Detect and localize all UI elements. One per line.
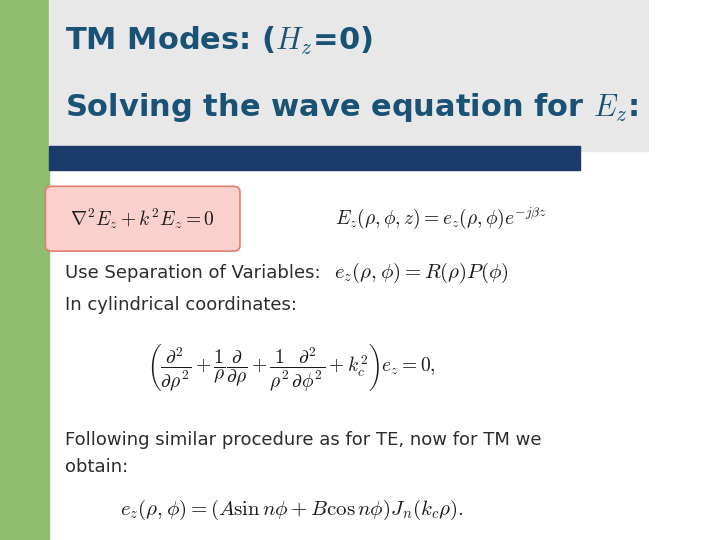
Text: In cylindrical coordinates:: In cylindrical coordinates: [65, 296, 297, 314]
Text: $e_z(\rho,\phi) = R(\rho)P(\phi)$: $e_z(\rho,\phi) = R(\rho)P(\phi)$ [334, 261, 509, 285]
Text: Use Separation of Variables:: Use Separation of Variables: [65, 264, 320, 282]
Text: $\left(\dfrac{\partial^2}{\partial\rho^2} + \dfrac{1}{\rho}\dfrac{\partial}{\par: $\left(\dfrac{\partial^2}{\partial\rho^2… [148, 342, 436, 393]
FancyBboxPatch shape [45, 186, 240, 251]
Text: TM Modes: ($H_z$=0): TM Modes: ($H_z$=0) [65, 24, 373, 57]
Text: $E_z(\rho,\phi,z) = e_z(\rho,\phi)e^{-j\beta z}$: $E_z(\rho,\phi,z) = e_z(\rho,\phi)e^{-j\… [335, 206, 547, 231]
Text: $\nabla^2 E_z + k^2 E_z = 0$: $\nabla^2 E_z + k^2 E_z = 0$ [71, 206, 215, 231]
Text: Solving the wave equation for $E_z$:: Solving the wave equation for $E_z$: [65, 91, 639, 125]
Text: obtain:: obtain: [65, 458, 128, 476]
Text: Following similar procedure as for TE, now for TM we: Following similar procedure as for TE, n… [65, 431, 541, 449]
Bar [49, 146, 580, 170]
Text: $e_z(\rho,\phi) = (A\sin n\phi + B\cos n\phi)J_n(k_c\rho).$: $e_z(\rho,\phi) = (A\sin n\phi + B\cos n… [120, 498, 464, 522]
Bar [49, 0, 649, 151]
Bar [0, 0, 49, 540]
